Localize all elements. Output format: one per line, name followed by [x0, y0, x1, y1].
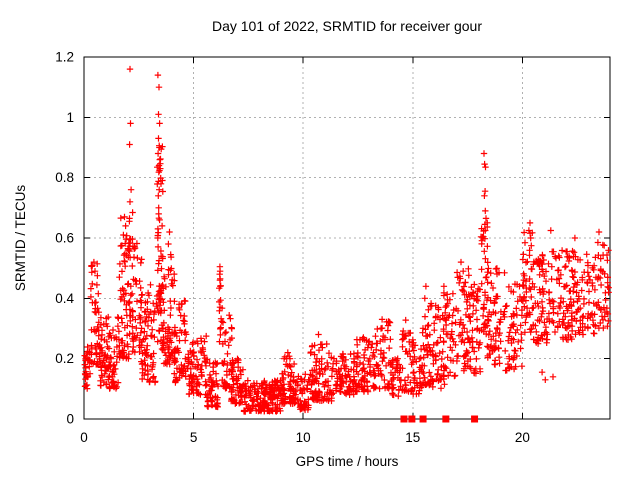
chart-title: Day 101 of 2022, SRMTID for receiver gou… [212, 18, 482, 34]
x-axis-label: GPS time / hours [296, 454, 399, 469]
x-tick-label: 20 [515, 430, 530, 445]
y-tick-label: 0.6 [55, 231, 74, 246]
x-tick-label: 15 [405, 430, 420, 445]
scatter-points [81, 65, 612, 415]
event-square-marker [408, 415, 416, 423]
plot-border [83, 56, 611, 420]
x-tick-labels: 0 5 10 15 20 [80, 430, 530, 445]
y-axis-label: SRMTID / TECUs [13, 185, 28, 292]
y-tick-label: 0.2 [55, 351, 74, 366]
x-tick-label: 5 [190, 430, 198, 445]
y-tick-label: 1.2 [55, 50, 74, 65]
y-tick-label: 0.4 [55, 291, 74, 306]
event-square-marker [471, 415, 479, 423]
event-square-marker [442, 415, 450, 423]
x-tick-label: 0 [80, 430, 88, 445]
event-square-marker [419, 415, 427, 423]
y-tick-label: 0.8 [55, 170, 74, 185]
baseline-event-markers [400, 415, 479, 423]
y-tick-label: 0 [66, 412, 74, 427]
y-tick-labels: 0 0.2 0.4 0.6 0.8 1 1.2 [55, 50, 74, 427]
event-square-marker [400, 415, 408, 423]
y-tick-label: 1 [66, 110, 74, 125]
x-tick-label: 10 [296, 430, 311, 445]
